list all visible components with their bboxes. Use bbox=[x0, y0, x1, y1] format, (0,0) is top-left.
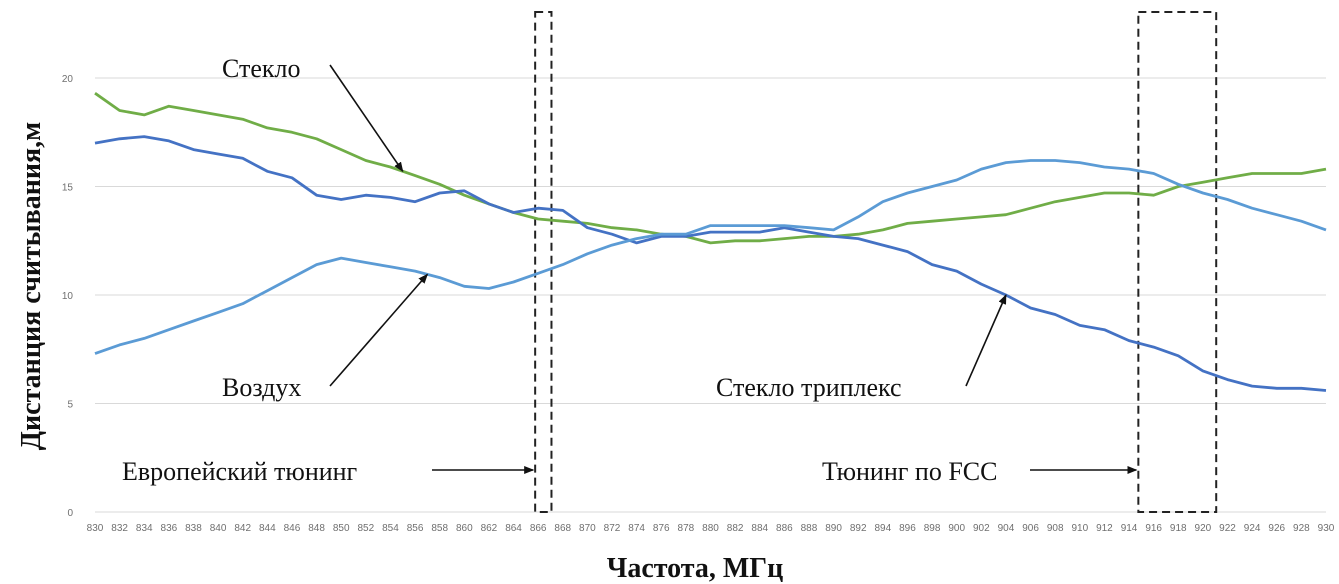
x-tick-850: 850 bbox=[333, 523, 350, 534]
x-tick-912: 912 bbox=[1096, 523, 1113, 534]
annotation-arrow-0 bbox=[329, 64, 404, 173]
series-line-2 bbox=[94, 159, 1327, 355]
x-tick-872: 872 bbox=[604, 523, 621, 534]
x-tick-864: 864 bbox=[505, 523, 522, 534]
x-tick-labels: 830 832 834 836 838 840 842 844 846 848 850 852 854 8… bbox=[87, 523, 1335, 534]
x-tick-840: 840 bbox=[210, 523, 227, 534]
y-tick-10: 10 bbox=[62, 291, 74, 302]
tuning-region-0 bbox=[534, 11, 553, 513]
y-tick-0: 0 bbox=[67, 508, 73, 519]
x-tick-882: 882 bbox=[727, 523, 744, 534]
x-tick-846: 846 bbox=[284, 523, 301, 534]
annotation-fcc-tuning: Тюнинг по FCC bbox=[822, 457, 997, 486]
x-tick-848: 848 bbox=[308, 523, 325, 534]
x-tick-904: 904 bbox=[998, 523, 1015, 534]
x-tick-930: 930 bbox=[1318, 523, 1335, 534]
x-tick-906: 906 bbox=[1022, 523, 1039, 534]
x-tick-898: 898 bbox=[924, 523, 941, 534]
x-tick-924: 924 bbox=[1244, 523, 1261, 534]
annotation-steklo-triplex: Стекло триплекс bbox=[716, 373, 902, 402]
annotation-steklo: Стекло bbox=[222, 54, 301, 83]
tuning-region-1 bbox=[1137, 11, 1218, 513]
x-tick-918: 918 bbox=[1170, 523, 1187, 534]
annotation-arrow-2 bbox=[965, 294, 1007, 387]
x-tick-874: 874 bbox=[628, 523, 645, 534]
tuning-regions bbox=[534, 11, 1218, 513]
x-tick-842: 842 bbox=[234, 523, 251, 534]
x-tick-920: 920 bbox=[1195, 523, 1212, 534]
x-tick-910: 910 bbox=[1071, 523, 1088, 534]
series-lines bbox=[94, 92, 1327, 392]
x-tick-926: 926 bbox=[1268, 523, 1285, 534]
x-tick-892: 892 bbox=[850, 523, 867, 534]
x-tick-914: 914 bbox=[1121, 523, 1138, 534]
x-tick-854: 854 bbox=[382, 523, 399, 534]
x-tick-860: 860 bbox=[456, 523, 473, 534]
x-tick-908: 908 bbox=[1047, 523, 1064, 534]
y-tick-15: 15 bbox=[62, 183, 74, 194]
x-tick-836: 836 bbox=[161, 523, 178, 534]
x-tick-878: 878 bbox=[678, 523, 695, 534]
series-line-1 bbox=[94, 135, 1327, 392]
grid-lines bbox=[95, 77, 1326, 513]
x-tick-884: 884 bbox=[751, 523, 768, 534]
x-tick-858: 858 bbox=[431, 523, 448, 534]
x-tick-890: 890 bbox=[825, 523, 842, 534]
x-tick-886: 886 bbox=[776, 523, 793, 534]
x-tick-876: 876 bbox=[653, 523, 670, 534]
x-tick-834: 834 bbox=[136, 523, 153, 534]
x-tick-830: 830 bbox=[87, 523, 104, 534]
x-tick-922: 922 bbox=[1219, 523, 1236, 534]
annotation-arrow-1 bbox=[329, 273, 429, 387]
x-tick-888: 888 bbox=[801, 523, 818, 534]
annotation-vozdukh: Воздух bbox=[222, 373, 301, 402]
annotation-european-tuning: Европейский тюнинг bbox=[122, 457, 357, 486]
x-tick-862: 862 bbox=[481, 523, 498, 534]
x-axis-title: Частота, МГц bbox=[607, 553, 783, 584]
y-tick-5: 5 bbox=[67, 400, 73, 411]
y-axis-title: Дистанция считывания,м bbox=[16, 122, 47, 450]
x-tick-844: 844 bbox=[259, 523, 276, 534]
x-tick-852: 852 bbox=[357, 523, 374, 534]
x-tick-928: 928 bbox=[1293, 523, 1310, 534]
y-tick-labels: 0 5 10 15 20 bbox=[62, 74, 74, 519]
x-tick-894: 894 bbox=[874, 523, 891, 534]
x-tick-902: 902 bbox=[973, 523, 990, 534]
y-tick-20: 20 bbox=[62, 74, 74, 85]
x-tick-838: 838 bbox=[185, 523, 202, 534]
x-tick-896: 896 bbox=[899, 523, 916, 534]
x-tick-916: 916 bbox=[1145, 523, 1162, 534]
x-tick-856: 856 bbox=[407, 523, 424, 534]
annotation-arrows bbox=[329, 64, 1138, 474]
x-tick-880: 880 bbox=[702, 523, 719, 534]
x-tick-832: 832 bbox=[111, 523, 128, 534]
series-line-0 bbox=[94, 92, 1327, 245]
x-tick-870: 870 bbox=[579, 523, 596, 534]
x-tick-868: 868 bbox=[554, 523, 571, 534]
x-tick-866: 866 bbox=[530, 523, 547, 534]
x-tick-900: 900 bbox=[948, 523, 965, 534]
